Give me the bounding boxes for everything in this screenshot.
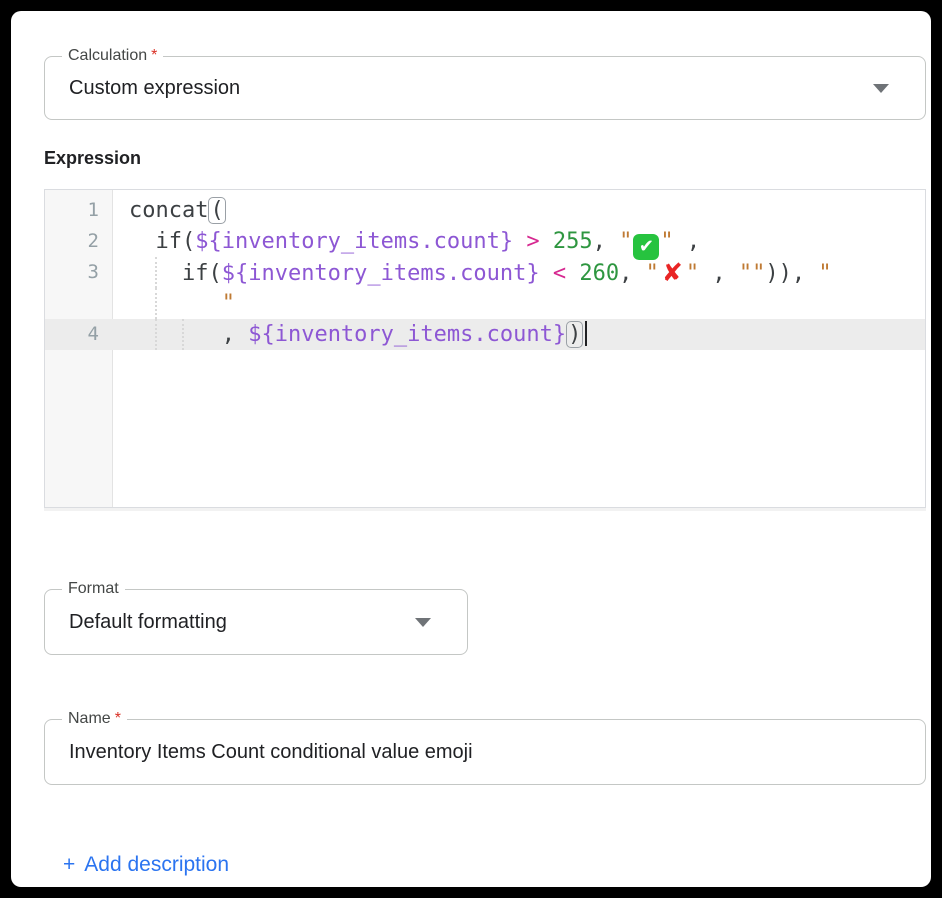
expression-editor[interactable]: 1 concat(2 if(${inventory_items.count} > … xyxy=(44,189,926,508)
code-token-q: " xyxy=(685,261,700,286)
name-input[interactable] xyxy=(69,720,909,784)
code-content: concat( xyxy=(113,195,925,226)
code-rows: 1 concat(2 if(${inventory_items.count} > … xyxy=(45,195,925,350)
code-line-1: 1 concat( xyxy=(45,195,925,226)
code-token-plain: if( xyxy=(129,261,222,286)
add-description-link[interactable]: + Add description xyxy=(63,853,229,877)
required-asterisk: * xyxy=(114,710,121,727)
custom-field-editor-panel: Calculation * Custom expression Expressio… xyxy=(11,11,931,887)
code-token-field: ${inventory_items.count} xyxy=(248,322,567,347)
code-token-op: > xyxy=(526,229,540,254)
code-token-q: " xyxy=(221,291,235,316)
code-token-plain: , xyxy=(129,322,249,347)
indent-guide xyxy=(155,319,157,350)
code-token-plain: , xyxy=(592,229,620,254)
code-content: if(${inventory_items.count} < 260, " ✘ " ,… xyxy=(113,257,925,288)
format-selected-value: Default formatting xyxy=(69,610,227,633)
cross-emoji: ✘ xyxy=(661,258,683,287)
calculation-selected-value: Custom expression xyxy=(69,76,241,99)
code-token-bracket: ) xyxy=(566,321,584,348)
line-number xyxy=(45,288,113,319)
text-cursor-icon xyxy=(585,321,588,346)
code-token-plain: , xyxy=(699,261,739,286)
required-asterisk: * xyxy=(151,47,158,64)
code-token-q: " xyxy=(818,261,832,286)
code-token-field: ${inventory_items.count} xyxy=(221,261,540,286)
line-number: 4 xyxy=(87,323,99,345)
code-token-num: 260 xyxy=(579,261,620,286)
calculation-select[interactable]: Calculation * Custom expression xyxy=(44,46,926,120)
code-line-4: 4 , ${inventory_items.count}) xyxy=(45,319,925,350)
code-token-num: 255 xyxy=(552,229,593,254)
code-token-plain xyxy=(566,261,579,286)
chevron-down-icon xyxy=(873,84,889,93)
calculation-label: Calculation * xyxy=(62,46,164,66)
code-token-plain: , xyxy=(673,229,701,254)
add-description-label: Add description xyxy=(84,853,230,876)
line-number: 1 xyxy=(87,199,99,221)
indent-guide xyxy=(155,288,157,319)
code-token-plain: , xyxy=(619,261,646,286)
plus-icon: + xyxy=(63,853,76,876)
code-token-q: " xyxy=(660,229,674,254)
indent-guide xyxy=(155,257,157,288)
calculation-label-text: Calculation xyxy=(68,47,148,64)
name-field-wrapper: Name * xyxy=(44,709,926,785)
format-label: Format xyxy=(62,579,125,599)
code-content: , ${inventory_items.count}) xyxy=(113,319,925,350)
check-emoji: ✔ xyxy=(633,234,660,260)
code-token-q: " xyxy=(752,261,766,286)
code-token-plain xyxy=(540,261,553,286)
code-token-bracket: ( xyxy=(208,197,226,224)
code-token-op: < xyxy=(552,261,567,286)
indent-guide xyxy=(182,319,184,350)
code-token-field: ${inventory_items.count} xyxy=(195,229,514,254)
code-token-plain: if( xyxy=(129,229,196,254)
code-token-plain: concat xyxy=(129,198,209,223)
code-token-plain: )), xyxy=(765,261,819,286)
line-number: 3 xyxy=(87,261,99,283)
code-token-q: " xyxy=(645,261,659,286)
format-select[interactable]: Format Default formatting xyxy=(44,579,468,655)
code-token-plain xyxy=(540,229,553,254)
code-line-3: 3 if(${inventory_items.count} < 260, " ✘ "… xyxy=(45,257,925,288)
code-line-2: 2 if(${inventory_items.count} > 255, " ✔ "… xyxy=(45,226,925,260)
line-number: 2 xyxy=(87,230,99,252)
code-token-q: " xyxy=(619,229,633,254)
format-label-text: Format xyxy=(68,580,119,597)
code-line-3-wrap: " xyxy=(45,288,925,319)
chevron-down-icon xyxy=(415,618,431,627)
expression-heading: Expression xyxy=(44,148,142,168)
code-content: " xyxy=(113,288,925,319)
code-token-q: " xyxy=(738,261,753,286)
code-token-plain xyxy=(513,229,526,254)
code-token-plain xyxy=(129,291,222,316)
code-content: if(${inventory_items.count} > 255, " ✔ " , xyxy=(113,226,925,260)
